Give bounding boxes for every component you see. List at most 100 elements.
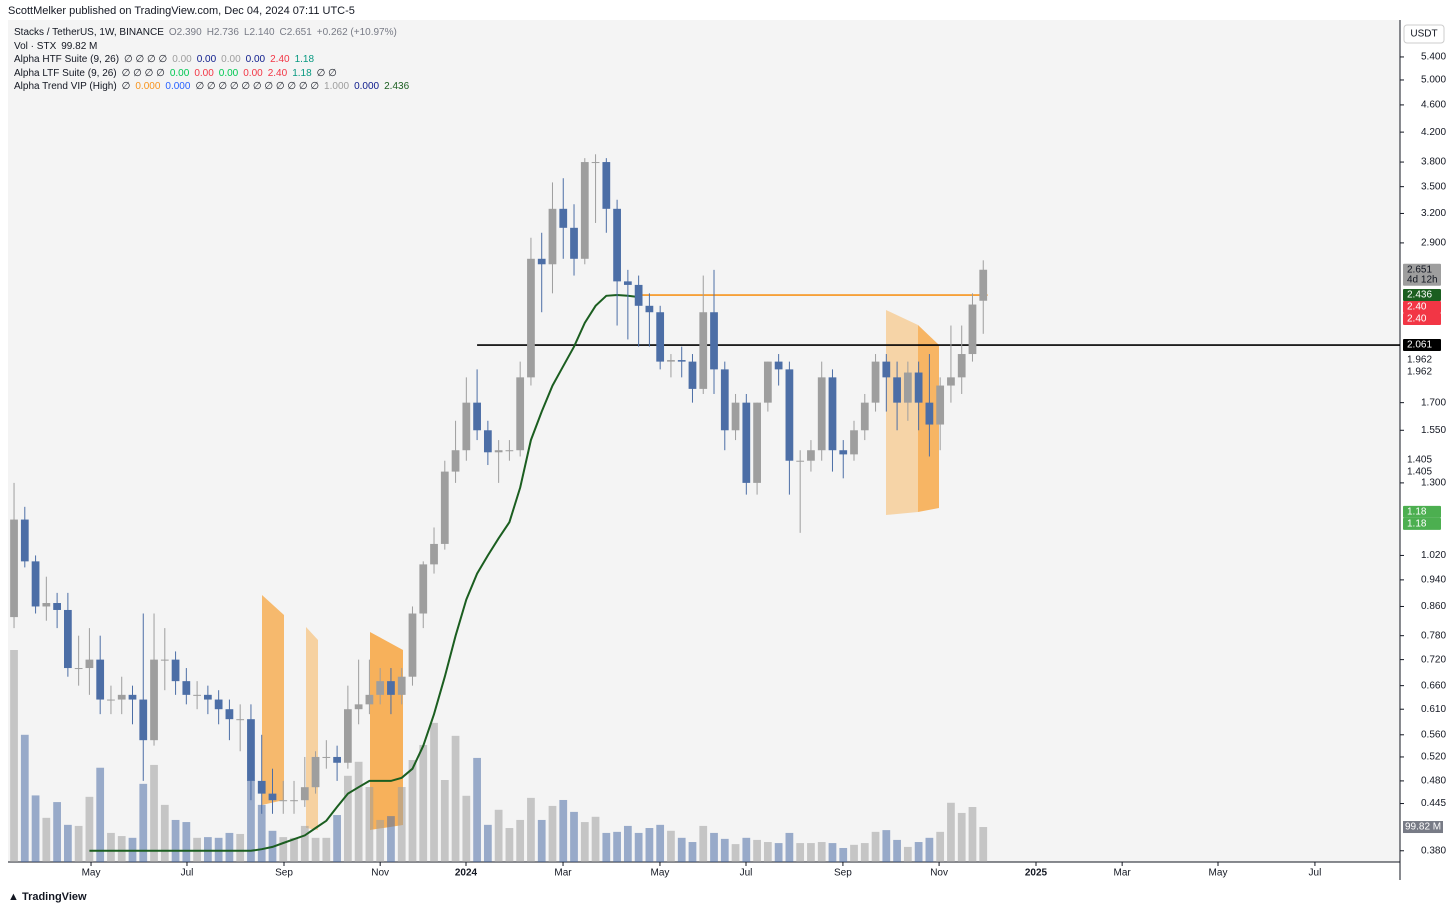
candle-body [300, 787, 309, 801]
volume-bar [300, 825, 309, 862]
candle-body [699, 312, 708, 389]
candle-body [796, 460, 805, 462]
candle-body [451, 450, 460, 472]
legend-item: 0.00 [245, 54, 266, 66]
legend-item: O2.390 [168, 27, 202, 38]
volume-bar [203, 837, 212, 862]
candle-body [807, 450, 815, 461]
price-label-box [1403, 517, 1441, 530]
candle-body [20, 519, 29, 562]
volume-bar [850, 844, 858, 862]
candle-body [860, 402, 869, 431]
legend-item: L2.140 [243, 27, 275, 38]
price-label-box [1403, 313, 1441, 326]
y-tick-label: 0.445 [1421, 798, 1446, 809]
legend-item: 99.82 M [61, 40, 98, 52]
price-label: 2.061 [1407, 340, 1432, 351]
volume-bar [96, 767, 105, 862]
price-label-sub: 4d 12h [1407, 274, 1438, 285]
volume-bar [365, 787, 374, 862]
volume-bar [839, 847, 848, 862]
y-tick-label: 0.860 [1421, 601, 1446, 612]
candle-body [387, 681, 395, 695]
volume-bar [677, 837, 686, 862]
volume-bar [763, 842, 772, 862]
candle-body [397, 676, 406, 695]
volume-bar [354, 761, 363, 862]
candle-body [979, 269, 988, 301]
y-tick-label: 0.520 [1421, 752, 1446, 763]
y-tick-label: 0.780 [1421, 630, 1446, 641]
price-label-box [1403, 263, 1441, 286]
price-label: 1.405 [1407, 454, 1432, 465]
candle-body [613, 208, 621, 282]
candle-body [473, 402, 481, 431]
legend-item: 0.000 [135, 81, 161, 93]
candle-body [936, 385, 945, 425]
price-label: 2.651 [1407, 264, 1432, 275]
candle-body [74, 668, 83, 670]
volume-bar [419, 744, 428, 862]
x-tick-label: Mar [1114, 868, 1132, 879]
volume-bar [74, 825, 83, 862]
y-tick-label: 0.660 [1421, 680, 1446, 691]
volume-label-box [1403, 821, 1443, 834]
y-tick-label: 3.800 [1421, 157, 1446, 168]
volume-bar [483, 824, 492, 862]
volume-bar [279, 837, 288, 862]
price-label-box [1403, 465, 1441, 478]
y-tick-label: 0.940 [1421, 575, 1446, 586]
currency: USDT [1410, 29, 1437, 40]
volume-bar [290, 837, 298, 862]
legend-item: Alpha HTF Suite (9, 26) [14, 54, 120, 66]
x-tick-label: May [1209, 868, 1228, 879]
volume-bar [796, 843, 805, 862]
y-tick-label: 3.200 [1421, 208, 1446, 219]
candle-body [527, 258, 535, 378]
volume-bar [623, 825, 632, 862]
candle-body [839, 450, 848, 455]
legend-item: 2.40 [267, 67, 288, 79]
candle-body [268, 793, 277, 801]
candle-body [591, 162, 600, 164]
candle-body [656, 312, 665, 362]
volume-bar [537, 819, 546, 862]
volume-bar [591, 816, 600, 862]
legend-line: Vol · STX 99.82 M [14, 41, 102, 52]
y-tick-label: 0.480 [1421, 776, 1446, 787]
volume-bar [53, 802, 61, 862]
volume-bar [688, 842, 697, 862]
y-tick-label: 2.900 [1421, 238, 1446, 249]
candle-body [214, 699, 223, 710]
volume-bar [333, 815, 341, 862]
x-tick-label: 2025 [1025, 868, 1048, 879]
candle-body [10, 519, 18, 618]
volume-bar [494, 809, 503, 862]
candle-body [570, 227, 578, 259]
volume-bar [430, 722, 438, 862]
volume-bar [171, 819, 180, 862]
volume-bar [559, 799, 568, 862]
volume-bar [871, 831, 880, 862]
candle-body [817, 377, 826, 451]
brand: ▲ TradingView [8, 891, 87, 903]
legend-item: Vol · STX [14, 40, 57, 52]
price-label: 1.18 [1407, 506, 1427, 517]
volume-bar [817, 842, 826, 862]
volume-bar [31, 795, 40, 862]
volume-bar [602, 832, 611, 862]
volume-bar [656, 824, 665, 862]
candle-body [63, 609, 72, 669]
candle-body [408, 613, 417, 677]
trend-line [89, 293, 639, 852]
candle-body [774, 361, 783, 370]
volume-bar [408, 760, 417, 862]
volume-bar [634, 832, 643, 862]
candle-body [279, 800, 288, 802]
candle-body [31, 561, 40, 607]
volume-bar [236, 833, 245, 862]
volume-bar [473, 757, 481, 862]
candle-body [247, 719, 255, 781]
legend-item: 2.436 [384, 81, 410, 93]
y-tick-label: 0.610 [1421, 704, 1446, 715]
